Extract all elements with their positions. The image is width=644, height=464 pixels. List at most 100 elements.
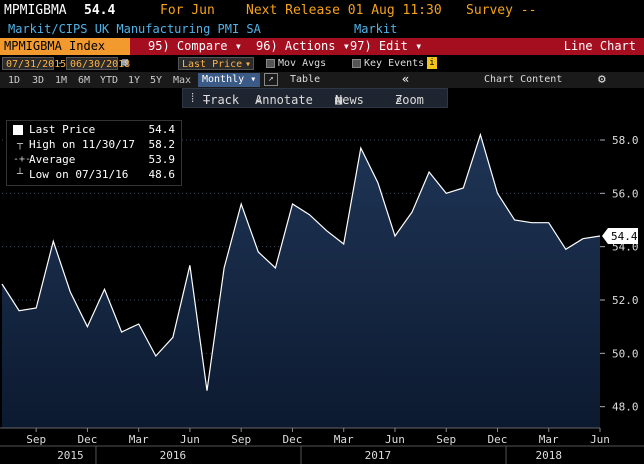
legend-high: ┬ High on 11/30/17 58.2: [13, 138, 179, 151]
end-date-field[interactable]: 06/30/2018: [66, 57, 130, 70]
source: Markit: [354, 22, 398, 36]
data-point: [342, 243, 345, 246]
security-description: Markit/CIPS UK Manufacturing PMI SA Mark…: [0, 22, 644, 38]
edit-number: 97): [350, 39, 372, 53]
legend-avg-value: 53.9: [148, 153, 176, 166]
data-point: [564, 248, 567, 251]
crosshair-icon: ✛: [203, 93, 211, 107]
data-point: [581, 237, 584, 240]
edit-label: Edit: [378, 39, 408, 53]
actions-button[interactable]: 96) Actions ▾: [256, 38, 350, 55]
last-value-tag: 54.4: [602, 228, 638, 244]
period-ytd[interactable]: YTD: [100, 75, 119, 86]
data-point: [445, 192, 448, 195]
index-field[interactable]: MPMIGBMA Index: [0, 38, 130, 55]
data-point: [291, 203, 294, 206]
date-separator: -: [57, 58, 64, 69]
period-label: For Jun: [160, 3, 215, 18]
data-point: [393, 235, 396, 238]
y-tick-label: 50.0: [612, 347, 639, 360]
x-year-label: 2015: [57, 449, 84, 462]
data-point: [188, 264, 191, 267]
start-date-field[interactable]: 07/31/2015: [2, 57, 66, 70]
period-1d[interactable]: 1D: [8, 75, 21, 86]
legend-average: -+- Average 53.9: [13, 153, 179, 166]
track-label: Track: [203, 93, 240, 107]
legend-low-value: 48.6: [148, 168, 176, 181]
compare-label: Compare: [176, 39, 228, 53]
last-price: 54.4: [84, 3, 116, 18]
x-tick-label: Dec: [283, 433, 303, 446]
actions-label: Actions: [284, 39, 336, 53]
legend-high-value: 58.2: [148, 138, 176, 151]
series-line: [1, 132, 601, 391]
next-release: Next Release 01 Aug 11:30: [246, 3, 442, 18]
x-tick-label: Jun: [180, 433, 200, 446]
period-1y[interactable]: 1Y: [128, 75, 141, 86]
period-1m[interactable]: 1M: [55, 75, 68, 86]
y-axis-background: [601, 108, 644, 428]
drag-handle-icon[interactable]: ⁞: [189, 91, 197, 105]
data-point: [496, 192, 499, 195]
period-bar: 1D 3D 1M 6M YTD 1Y 5Y Max Monthly ▾ ↗ Ta…: [0, 72, 644, 88]
controls-bar: 07/31/2015 - 06/30/2018 ▦ Last Price ▾ M…: [0, 55, 644, 72]
collapse-left-icon[interactable]: «: [402, 72, 410, 86]
data-point: [240, 203, 243, 206]
period-6m[interactable]: 6M: [78, 75, 91, 86]
data-point: [120, 331, 123, 334]
x-tick-label: Dec: [77, 433, 97, 446]
x-tick-label: Mar: [334, 433, 354, 446]
line-chart-icon[interactable]: ↗: [264, 73, 278, 86]
data-point: [325, 229, 328, 232]
gear-icon[interactable]: ⚙: [598, 72, 606, 87]
info-icon[interactable]: i: [427, 57, 437, 69]
legend-high-label: High on 11/30/17: [29, 138, 135, 151]
high-marker-icon: ┬: [17, 139, 24, 150]
data-point: [274, 267, 277, 270]
frequency-value: Monthly: [202, 74, 245, 85]
legend-low: ┴ Low on 07/31/16 48.6: [13, 168, 179, 181]
period-max[interactable]: Max: [173, 75, 192, 86]
magnifier-icon: ⌕: [395, 93, 403, 107]
frequency-select[interactable]: Monthly ▾: [198, 73, 261, 87]
chart-content-label[interactable]: Chart Content: [484, 74, 563, 85]
data-point: [257, 251, 260, 254]
data-point: [547, 221, 550, 224]
mov-avgs-checkbox[interactable]: [266, 59, 275, 68]
x-year-label: 2017: [365, 449, 392, 462]
key-events-checkbox[interactable]: [352, 59, 361, 68]
chevron-down-icon: ▾: [250, 74, 257, 85]
field-select[interactable]: Last Price ▾: [178, 57, 254, 70]
last-value-tag-shape: [602, 228, 638, 244]
compare-button[interactable]: 95) Compare ▾: [148, 38, 242, 55]
legend-last: Last Price 54.4: [13, 123, 179, 136]
calendar-icon[interactable]: ▦: [122, 57, 129, 68]
data-point: [137, 323, 140, 326]
data-point: [86, 325, 89, 328]
data-point: [154, 355, 157, 358]
legend-last-label: Last Price: [29, 123, 96, 136]
data-point: [530, 221, 533, 224]
chevron-down-icon: ▾: [415, 39, 423, 53]
survey: Survey --: [466, 3, 537, 18]
data-point: [18, 309, 21, 312]
period-5y[interactable]: 5Y: [150, 75, 163, 86]
chevron-down-icon: ▾: [342, 39, 350, 53]
field-select-value: Last Price: [182, 59, 243, 70]
pencil-icon: ∠: [255, 93, 263, 107]
data-point: [479, 133, 482, 136]
legend-swatch: [13, 125, 23, 135]
table-button[interactable]: Table: [290, 74, 321, 85]
data-point: [1, 283, 4, 286]
price-chart[interactable]: 48.050.052.054.056.058.0 Sep Dec Mar Jun Sep…: [0, 108, 644, 464]
data-point: [428, 171, 431, 174]
period-3d[interactable]: 3D: [32, 75, 45, 86]
data-point: [35, 307, 38, 310]
x-tick-label: Sep: [231, 433, 251, 446]
x-tick-label: Dec: [488, 433, 508, 446]
news-icon: ▤: [335, 93, 343, 107]
edit-button[interactable]: 97) Edit ▾: [350, 38, 422, 55]
data-point: [206, 389, 209, 392]
chart-type-label: Line Chart: [563, 39, 636, 53]
data-point: [359, 147, 362, 150]
